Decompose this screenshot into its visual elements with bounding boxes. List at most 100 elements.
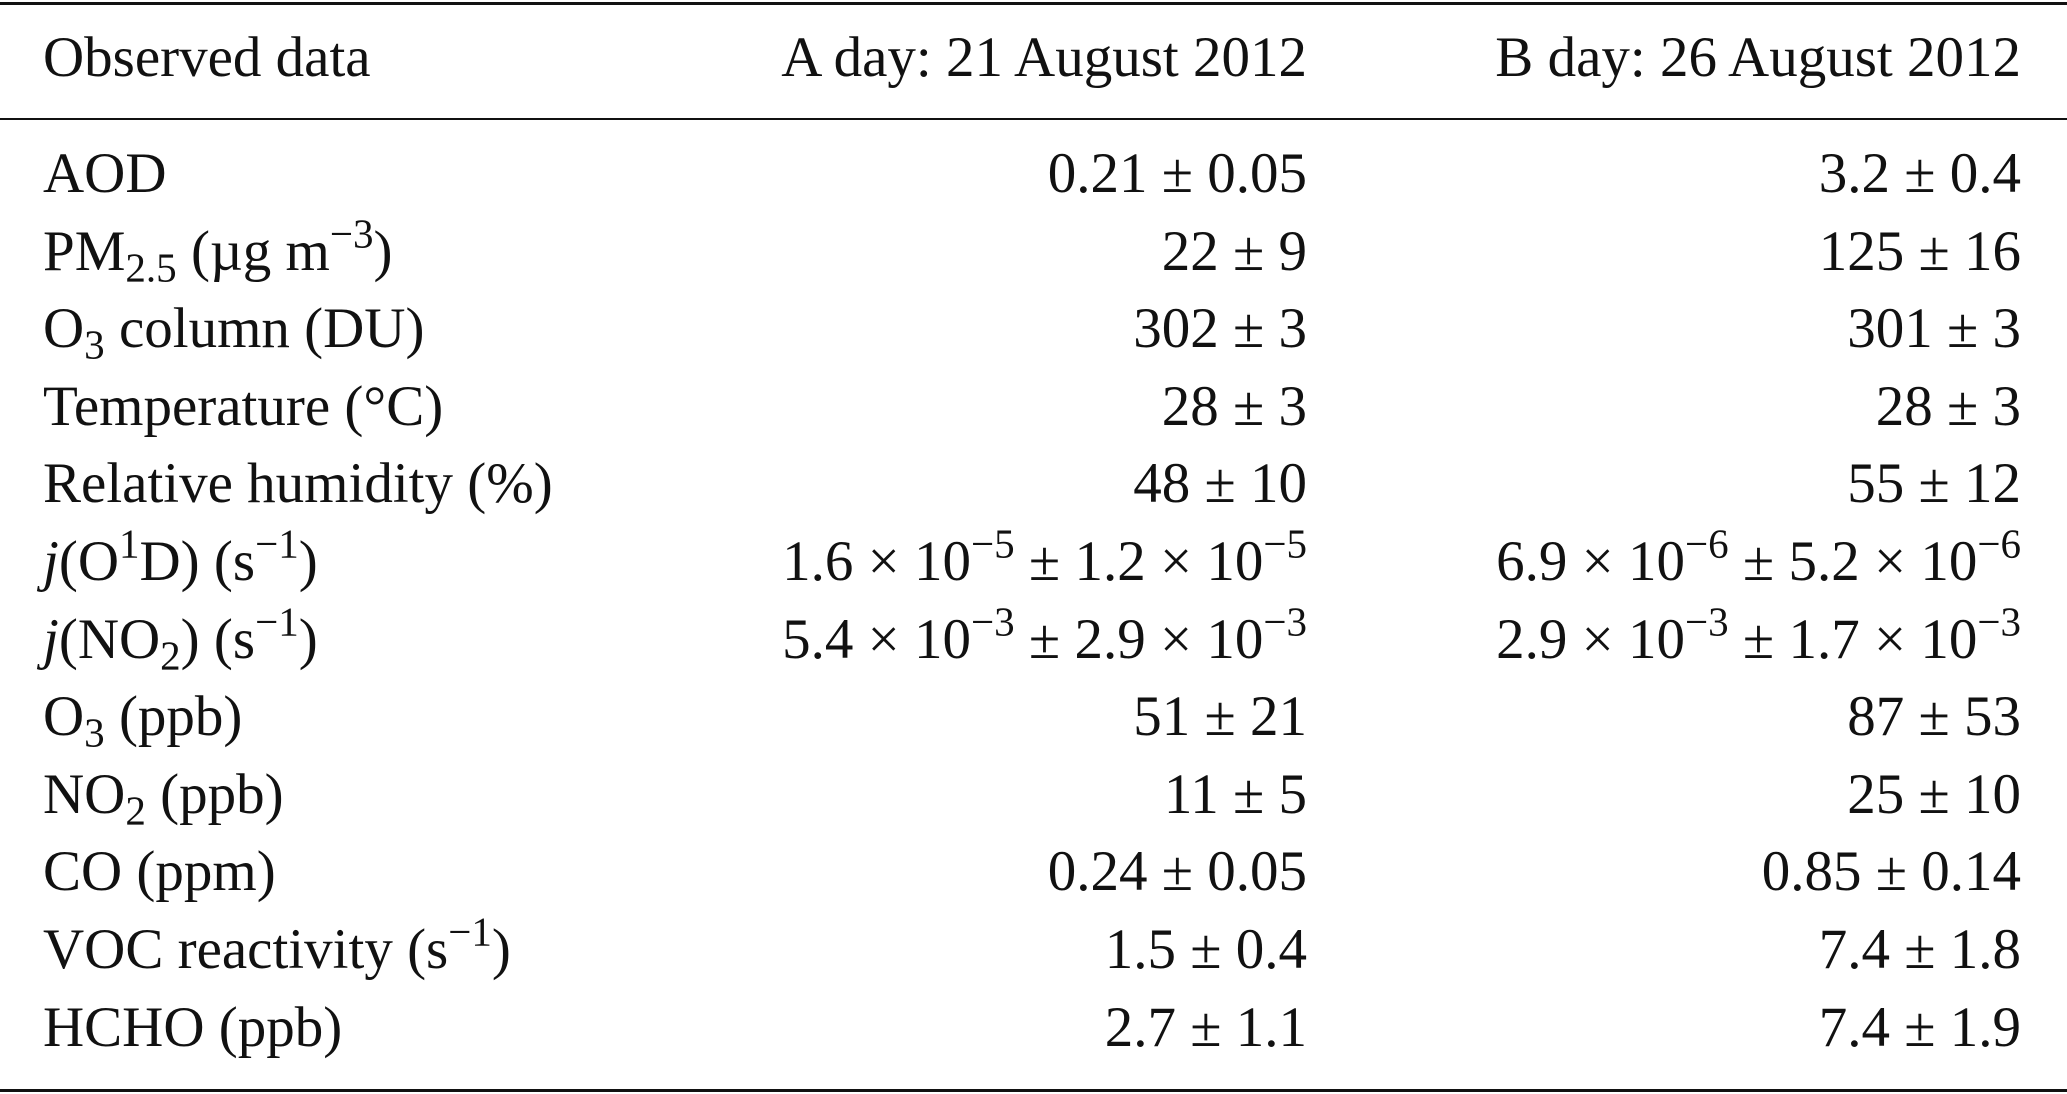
- text-run: 48 ± 10: [1133, 452, 1307, 516]
- text-run: 3.2 ± 0.4: [1818, 142, 2021, 205]
- table-cell: j(O1D) (s−1): [43, 523, 318, 597]
- superscript: −1: [255, 520, 299, 567]
- subscript: 2: [160, 632, 181, 679]
- text-run: 2.9 × 10: [1496, 607, 1685, 671]
- text-run: VOC reactivity (s: [43, 918, 449, 981]
- text-run: PM: [43, 219, 126, 283]
- table-cell: 1.6 × 10−5 ± 1.2 × 10−5: [782, 523, 1307, 597]
- table-cell: 11 ± 5: [1164, 760, 1307, 830]
- italic-text: j: [43, 530, 59, 593]
- superscript: −3: [1263, 598, 1307, 645]
- table-cell: 25 ± 10: [1847, 760, 2021, 830]
- header-cell: B day: 26 August 2012: [1495, 26, 2021, 89]
- text-run: ): [491, 918, 511, 981]
- text-run: ): [373, 219, 393, 283]
- text-run: 28 ± 3: [1161, 374, 1307, 438]
- text-run: D) (s: [139, 530, 256, 593]
- subscript: 2.5: [125, 244, 177, 291]
- table-cell: 2.9 × 10−3 ± 1.7 × 10−3: [1496, 601, 2021, 675]
- text-run: AOD: [43, 142, 167, 205]
- table-row: O3 (ppb) 51 ± 21 87 ± 53: [0, 682, 2067, 753]
- superscript: −3: [329, 210, 374, 257]
- table-cell: HCHO (ppb): [43, 993, 342, 1063]
- table-cell: VOC reactivity (s−1): [43, 911, 511, 985]
- table-row: CO (ppm) 0.24 ± 0.05 0.85 ± 0.14: [0, 837, 2067, 907]
- text-run: (NO: [58, 607, 161, 671]
- table-cell: 28 ± 3: [1162, 372, 1307, 442]
- table-row: j(O1D) (s−1) 1.6 × 10−5 ± 1.2 × 10−5 6.9 ×…: [0, 523, 2067, 597]
- table-cell: 301 ± 3: [1847, 294, 2021, 364]
- text-run: 7.4 ± 1.8: [1818, 918, 2021, 981]
- table-row: AOD 0.21 ± 0.05 3.2 ± 0.4: [0, 139, 2067, 209]
- table-row: VOC reactivity (s−1) 1.5 ± 0.4 7.4 ± 1.8: [0, 911, 2067, 985]
- text-run: 301 ± 3: [1847, 297, 2021, 361]
- table-cell: 5.4 × 10−3 ± 2.9 × 10−3: [782, 601, 1307, 675]
- text-run: O: [43, 297, 85, 361]
- table-cell: 0.24 ± 0.05: [1048, 837, 1307, 907]
- text-run: 1.6 × 10: [782, 530, 971, 593]
- table-cell: 22 ± 9: [1162, 217, 1307, 287]
- table-cell: AOD: [43, 139, 167, 209]
- superscript: 1: [119, 520, 140, 567]
- text-run: (ppb): [104, 685, 243, 749]
- table-cell: 87 ± 53: [1847, 682, 2021, 752]
- text-run: 51 ± 21: [1133, 685, 1307, 749]
- text-run: ± 5.2 × 10: [1728, 530, 1978, 593]
- superscript: −5: [971, 520, 1015, 567]
- header-cell: A day: 21 August 2012: [781, 26, 1307, 89]
- table-row: Temperature (°C) 28 ± 3 28 ± 3: [0, 372, 2067, 442]
- table-cell: 7.4 ± 1.9: [1819, 993, 2021, 1063]
- table-cell: 3.2 ± 0.4: [1819, 139, 2021, 209]
- superscript: −1: [255, 598, 299, 645]
- table-cell: 0.85 ± 0.14: [1762, 837, 2021, 907]
- superscript: −5: [1263, 520, 1307, 567]
- table-cell: 302 ± 3: [1133, 294, 1307, 364]
- superscript: −6: [1685, 520, 1729, 567]
- text-run: 22 ± 9: [1161, 219, 1307, 283]
- top-rule: [0, 2, 2067, 5]
- table-cell: NO2 (ppb): [43, 760, 284, 831]
- text-run: 6.9 × 10: [1496, 530, 1685, 593]
- table-cell: 7.4 ± 1.8: [1819, 915, 2021, 985]
- text-run: Temperature (°C): [43, 374, 444, 438]
- text-run: 5.4 × 10: [782, 607, 971, 671]
- table-row: HCHO (ppb) 2.7 ± 1.1 7.4 ± 1.9: [0, 993, 2067, 1063]
- text-run: 125 ± 16: [1818, 219, 2021, 283]
- superscript: −1: [448, 908, 492, 955]
- text-run: 0.85 ± 0.14: [1761, 840, 2021, 904]
- text-run: 0.24 ± 0.05: [1047, 840, 1307, 904]
- table-cell: 2.7 ± 1.1: [1105, 993, 1307, 1063]
- superscript: −3: [971, 598, 1015, 645]
- table-row: j(NO2) (s−1) 5.4 × 10−3 ± 2.9 × 10−3 2.9 ×…: [0, 601, 2067, 679]
- table-cell: 28 ± 3: [1876, 372, 2021, 442]
- text-run: (µg m: [176, 219, 330, 283]
- text-run: (ppb): [145, 762, 284, 826]
- header-rule: [0, 118, 2067, 120]
- table-cell: 125 ± 16: [1819, 217, 2021, 287]
- text-run: ± 1.7 × 10: [1728, 607, 1978, 671]
- text-run: ) (s: [180, 607, 256, 671]
- text-run: 11 ± 5: [1163, 762, 1307, 826]
- table-cell: CO (ppm): [43, 837, 276, 907]
- text-run: ± 2.9 × 10: [1014, 607, 1264, 671]
- text-run: NO: [43, 762, 126, 826]
- text-run: 0.21 ± 0.05: [1047, 142, 1307, 205]
- superscript: −3: [1977, 598, 2021, 645]
- subscript: 3: [84, 321, 105, 368]
- superscript: −6: [1977, 520, 2021, 567]
- text-run: 7.4 ± 1.9: [1818, 995, 2021, 1059]
- table-row: PM2.5 (µg m−3) 22 ± 9 125 ± 16: [0, 213, 2067, 291]
- text-run: ): [298, 607, 318, 671]
- superscript: −3: [1685, 598, 1729, 645]
- text-run: ± 1.2 × 10: [1014, 530, 1264, 593]
- header-cell: Observed data: [43, 26, 371, 89]
- text-run: (O: [58, 530, 119, 593]
- table-cell: O3 column (DU): [43, 294, 424, 365]
- subscript: 3: [84, 709, 105, 756]
- table-row: O3 column (DU) 302 ± 3 301 ± 3: [0, 294, 2067, 365]
- table-cell: j(NO2) (s−1): [43, 601, 318, 679]
- text-run: 2.7 ± 1.1: [1104, 995, 1307, 1059]
- bottom-rule: [0, 1089, 2067, 1092]
- table-cell: 6.9 × 10−6 ± 5.2 × 10−6: [1496, 523, 2021, 597]
